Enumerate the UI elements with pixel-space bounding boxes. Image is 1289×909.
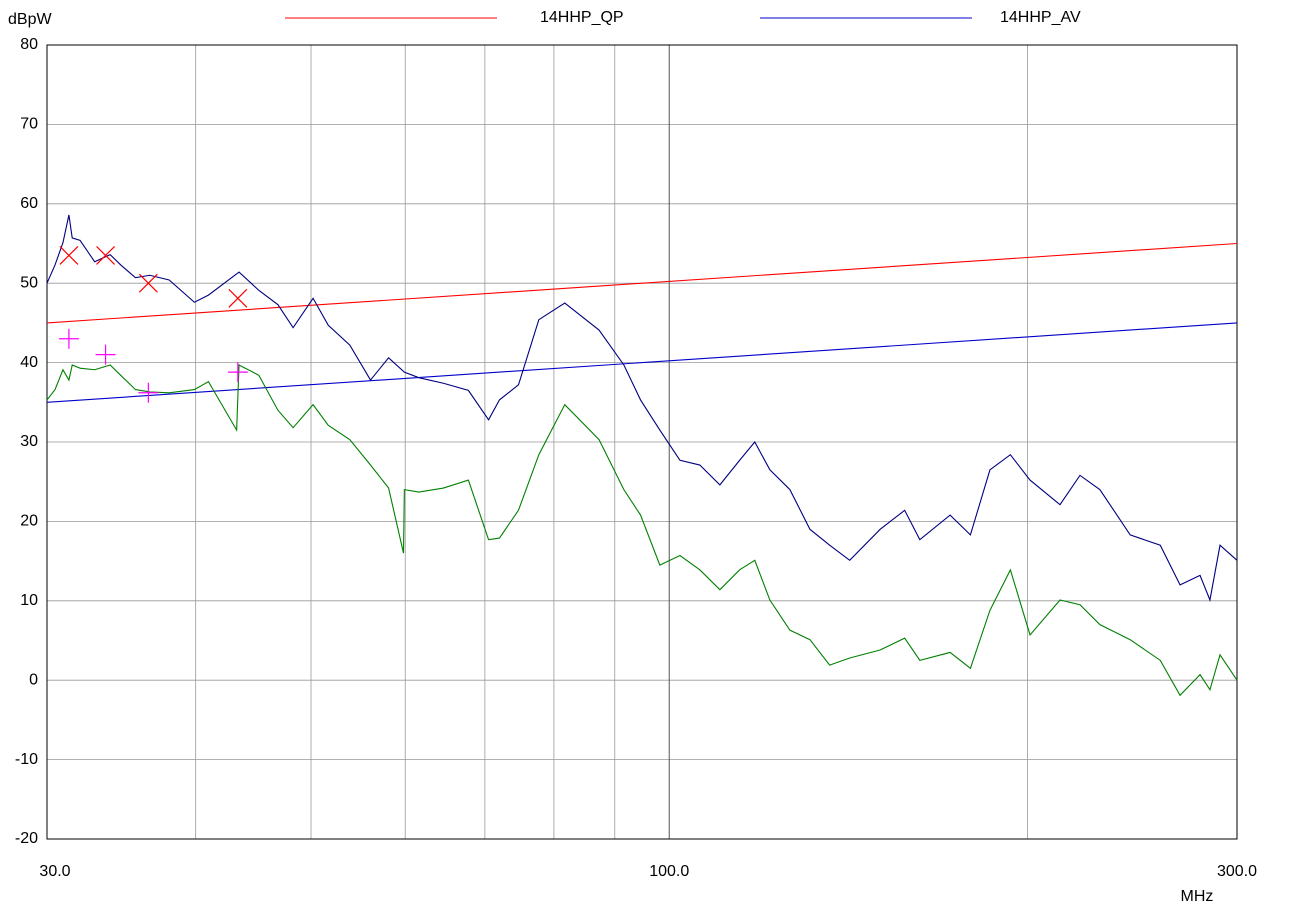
marker [227, 362, 248, 383]
legend-label: 14HHP_QP [540, 9, 624, 26]
y-tick-label: 50 [20, 274, 38, 291]
y-tick-label: 30 [20, 433, 38, 450]
y-tick-label: 40 [20, 354, 38, 371]
trace-line [46, 214, 1238, 602]
y-tick-label: 0 [29, 671, 38, 688]
y-tick-label: 70 [20, 116, 38, 133]
legend-label: 14HHP_AV [1000, 9, 1081, 26]
marker [138, 273, 158, 293]
marker [95, 344, 116, 365]
x-tick-label: 30.0 [39, 863, 70, 880]
y-tick-label: 20 [20, 513, 38, 530]
x-tick-label: 300.0 [1217, 863, 1257, 880]
marker [138, 382, 159, 403]
x-tick-label: 100.0 [649, 863, 689, 880]
trace-line [46, 322, 1238, 403]
marker [228, 288, 248, 308]
y-tick-label: 80 [20, 36, 38, 53]
y-tick-label: 60 [20, 195, 38, 212]
x-axis-label: MHz [1181, 888, 1214, 905]
marker [96, 245, 115, 265]
marker [59, 245, 79, 265]
trace-line [46, 242, 1238, 324]
y-axis-label: dBpW [8, 11, 52, 28]
y-tick-label: 10 [20, 592, 38, 609]
trace-line [46, 364, 1238, 697]
plot-border [46, 44, 1238, 840]
y-tick-label: -20 [15, 830, 38, 847]
y-tick-label: -10 [15, 751, 38, 768]
marker [58, 328, 79, 349]
